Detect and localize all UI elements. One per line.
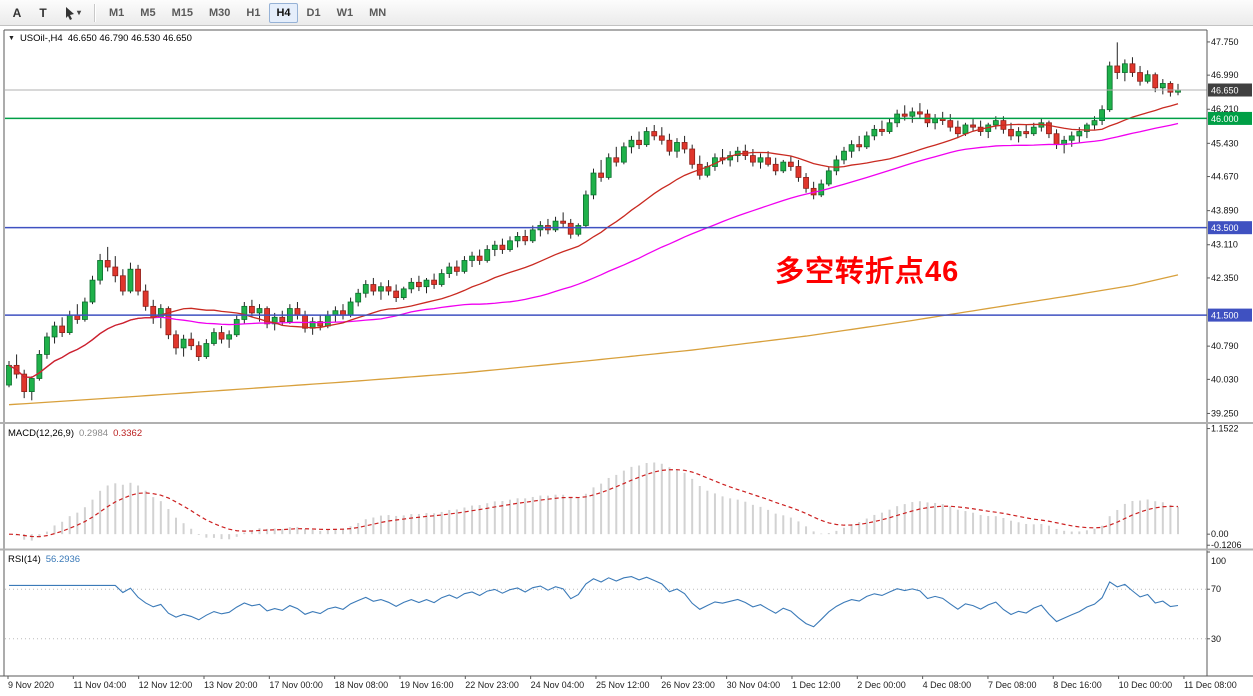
svg-text:44.670: 44.670 <box>1211 172 1239 182</box>
rsi-name: RSI(14) <box>8 554 41 565</box>
svg-text:40.790: 40.790 <box>1211 341 1239 351</box>
toolbar-separator <box>94 3 97 22</box>
svg-text:41.500: 41.500 <box>1211 311 1239 321</box>
svg-text:40.030: 40.030 <box>1211 374 1239 384</box>
svg-text:19 Nov 16:00: 19 Nov 16:00 <box>400 680 454 690</box>
price-axis-labels: 47.750 46.990 46.210 45.430 44.670 43.890 43.1… <box>1207 37 1239 418</box>
svg-text:30 Nov 04:00: 30 Nov 04:00 <box>727 680 781 690</box>
chart-annotation-text[interactable]: 多空转折点46 <box>775 256 960 288</box>
macd-signal-value: 0.3362 <box>113 428 143 439</box>
toolbar: A T ▾ M1 M5 M15 M30 H1 H4 D1 W1 MN <box>0 0 1253 26</box>
timeframe-m5-button[interactable]: M5 <box>133 3 162 23</box>
timeframe-d1-button[interactable]: D1 <box>300 3 328 23</box>
candles <box>6 42 1181 401</box>
timeframe-m15-button[interactable]: M15 <box>165 3 200 23</box>
svg-text:25 Nov 12:00: 25 Nov 12:00 <box>596 680 650 690</box>
ma-mid-line[interactable] <box>8 122 1179 379</box>
svg-text:11 Nov 04:00: 11 Nov 04:00 <box>73 680 126 690</box>
timeframe-h1-button[interactable]: H1 <box>239 3 267 23</box>
svg-text:7 Dec 08:00: 7 Dec 08:00 <box>988 680 1037 690</box>
svg-text:18 Nov 08:00: 18 Nov 08:00 <box>335 680 389 690</box>
svg-text:100: 100 <box>1211 556 1226 566</box>
svg-text:1.1522: 1.1522 <box>1211 424 1239 434</box>
svg-text:39.250: 39.250 <box>1211 408 1239 418</box>
svg-text:47.750: 47.750 <box>1211 37 1239 47</box>
arrow-tool-button[interactable]: A <box>5 3 29 23</box>
svg-text:45.430: 45.430 <box>1211 138 1239 148</box>
timeframe-m30-button[interactable]: M30 <box>202 3 237 23</box>
timeframe-mn-button[interactable]: MN <box>362 3 393 23</box>
chart-canvas[interactable]: 46.000 43.500 41.500 46.650 47.750 46.990 46.2… <box>0 26 1253 696</box>
svg-text:43.500: 43.500 <box>1211 223 1239 233</box>
ma-fast-line[interactable] <box>8 103 1179 379</box>
chart-frame <box>0 29 1253 677</box>
rsi-line <box>9 576 1179 628</box>
macd-signal-line <box>8 469 1179 538</box>
svg-text:42.350: 42.350 <box>1211 273 1239 283</box>
timeframe-w1-button[interactable]: W1 <box>330 3 361 23</box>
rsi-value: 56.2936 <box>45 554 81 565</box>
hline-41-500-price-badge: 41.500 <box>1208 308 1252 322</box>
time-axis[interactable] <box>0 677 1253 696</box>
macd-indicator-label: MACD(12,26,9) 0.2984 0.3362 <box>8 428 142 439</box>
symbol-label: USOil-,H4 <box>19 33 63 44</box>
svg-text:17 Nov 00:00: 17 Nov 00:00 <box>269 680 323 690</box>
svg-text:70: 70 <box>1211 584 1221 594</box>
caret-down-icon: ▾ <box>77 8 82 17</box>
svg-text:30: 30 <box>1211 634 1221 644</box>
symbol-ohlc-line[interactable]: ▼ USOil-,H4 46.650 46.790 46.530 46.650 <box>8 33 192 44</box>
time-axis-labels: 9 Nov 2020 11 Nov 04:00 12 Nov 12:00 13 Nov… <box>7 676 1237 690</box>
svg-text:8 Dec 16:00: 8 Dec 16:00 <box>1053 680 1102 690</box>
svg-text:12 Nov 12:00: 12 Nov 12:00 <box>139 680 193 690</box>
macd-histogram <box>15 462 1179 541</box>
chart-dropdown-icon[interactable]: ▼ <box>8 35 15 42</box>
hline-43-500-price-badge: 43.500 <box>1208 221 1252 235</box>
text-tool-button[interactable]: T <box>31 3 55 23</box>
svg-text:-0.1206: -0.1206 <box>1211 540 1242 550</box>
svg-text:43.890: 43.890 <box>1211 206 1239 216</box>
ohlc-values: 46.650 46.790 46.530 46.650 <box>67 33 192 44</box>
svg-text:4 Dec 08:00: 4 Dec 08:00 <box>923 680 972 690</box>
svg-text:46.990: 46.990 <box>1211 70 1239 80</box>
svg-text:46.210: 46.210 <box>1211 104 1239 114</box>
drawing-tools-dropdown-button[interactable]: ▾ <box>57 3 88 23</box>
svg-text:11 Dec 08:00: 11 Dec 08:00 <box>1184 680 1237 690</box>
svg-text:2 Dec 00:00: 2 Dec 00:00 <box>857 680 906 690</box>
svg-text:9 Nov 2020: 9 Nov 2020 <box>8 680 54 690</box>
macd-name: MACD(12,26,9) <box>8 428 74 439</box>
svg-text:13 Nov 20:00: 13 Nov 20:00 <box>204 680 258 690</box>
svg-text:0.00: 0.00 <box>1211 529 1229 539</box>
svg-text:24 Nov 04:00: 24 Nov 04:00 <box>531 680 585 690</box>
svg-text:1 Dec 12:00: 1 Dec 12:00 <box>792 680 841 690</box>
macd-main-value: 0.2984 <box>79 428 109 439</box>
rsi-indicator-label: RSI(14) 56.2936 <box>8 554 80 565</box>
timeframe-h4-button[interactable]: H4 <box>269 2 298 23</box>
svg-text:46.000: 46.000 <box>1211 114 1239 124</box>
svg-text:46.650: 46.650 <box>1211 86 1239 96</box>
pointer-tool-icon <box>66 6 74 20</box>
svg-text:10 Dec 00:00: 10 Dec 00:00 <box>1119 680 1173 690</box>
price-axis[interactable] <box>1208 31 1253 676</box>
timeframe-m1-button[interactable]: M1 <box>102 3 131 23</box>
hline-46-000-price-badge: 46.000 <box>1208 111 1252 125</box>
current-price-badge: 46.650 <box>1208 83 1252 97</box>
svg-text:43.110: 43.110 <box>1211 240 1238 250</box>
svg-text:22 Nov 23:00: 22 Nov 23:00 <box>465 680 519 690</box>
svg-text:26 Nov 23:00: 26 Nov 23:00 <box>661 680 715 690</box>
ma-slow-line[interactable] <box>8 274 1179 406</box>
